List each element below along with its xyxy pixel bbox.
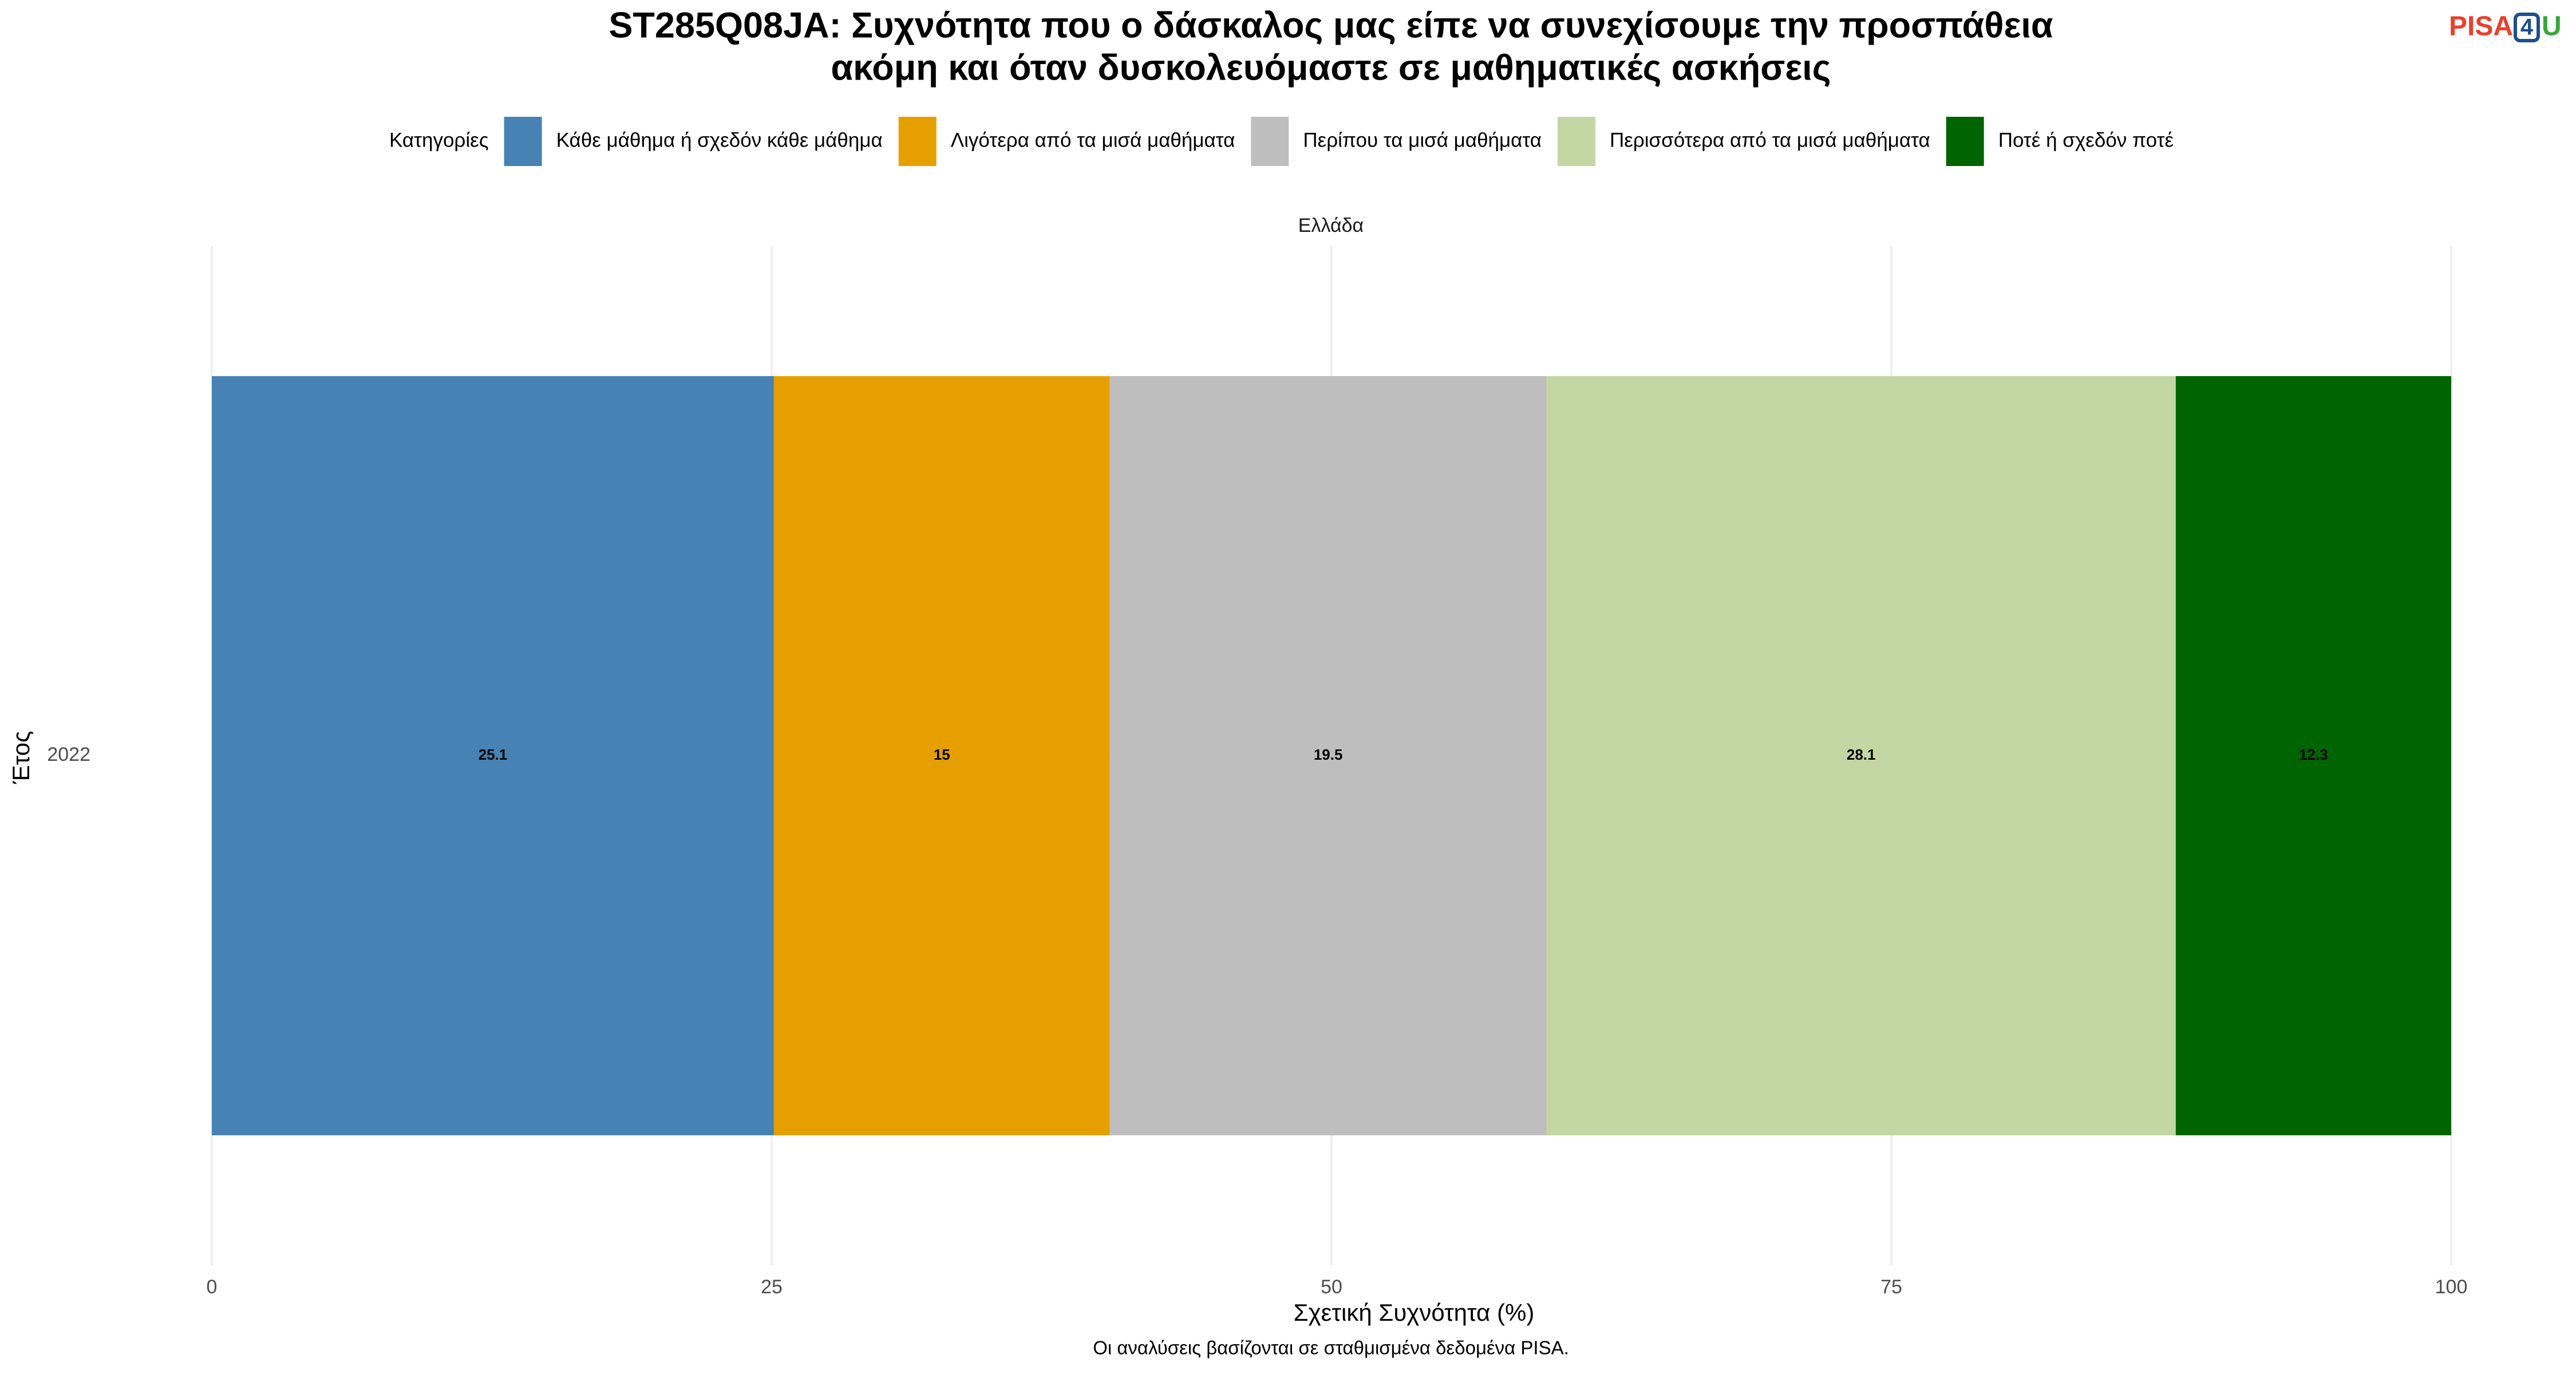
caption: Οι αναλύσεις βασίζονται σε σταθμισμένα δ… [1093,1337,1569,1359]
bar-segment [212,376,774,1136]
bar-segment [2175,376,2451,1136]
facet-label: Ελλάδα [1298,215,1364,236]
x-tick-label: 75 [1880,1276,1902,1298]
y-axis-title: Έτος [7,731,34,785]
legend-label: Περίπου τα μισά μαθήματα [1303,129,1542,151]
legend-swatch [898,117,937,166]
x-axis-title: Σχετική Συχνότητα (%) [1294,1299,1535,1326]
legend-label: Λιγότερα από τα μισά μαθήματα [951,129,1235,151]
y-tick-label: 2022 [47,744,90,765]
chart-title: ακόμη και όταν δυσκολευόμαστε σε μαθηματ… [831,48,1831,88]
x-tick-label: 100 [2435,1276,2468,1298]
data-label: 25.1 [479,746,508,763]
legend-label: Κάθε μάθημα ή σχεδόν κάθε μάθημα [556,129,883,151]
x-tick-label: 25 [761,1276,783,1298]
legend-swatch [1946,117,1984,166]
x-tick-label: 50 [1321,1276,1342,1298]
logo-box [2514,13,2540,42]
chart-title: ST285Q08JA: Συχνότητα που ο δάσκαλος μας… [609,6,2053,46]
legend-swatch [1557,117,1595,166]
legend-swatch [1251,117,1289,166]
data-label: 12.3 [2299,746,2328,763]
legend-title: Κατηγορίες [389,129,489,151]
legend-swatch [504,117,542,166]
x-tick-label: 0 [207,1276,218,1298]
bar-segment [773,376,1110,1136]
logo-text: U [2542,11,2562,42]
data-label: 19.5 [1314,746,1343,763]
data-label: 15 [934,746,950,763]
logo: PISA 4 U [2449,11,2562,42]
bar-segment [1546,376,2176,1136]
logo-text: PISA [2449,11,2513,42]
bar-segment [1109,376,1547,1136]
legend-label: Ποτέ ή σχεδόν ποτέ [1998,129,2174,151]
legend-label: Περισσότερα από τα μισά μαθήματα [1610,129,1930,151]
data-label: 28.1 [1847,746,1876,763]
logo-text: 4 [2520,15,2534,40]
